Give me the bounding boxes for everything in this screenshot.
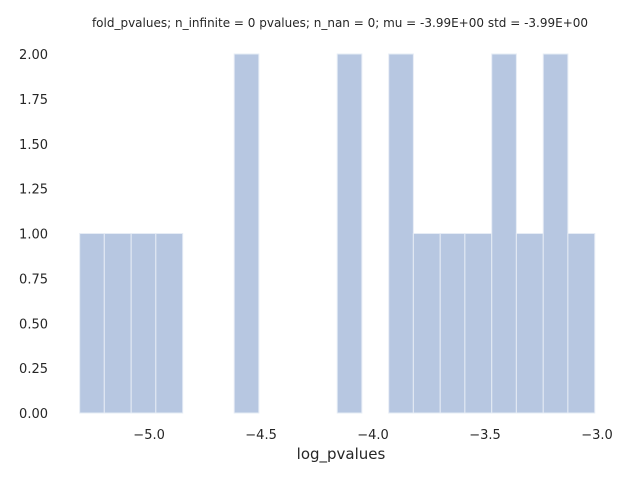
histogram-bar xyxy=(491,53,517,414)
histogram-bar xyxy=(103,233,132,414)
bars-layer xyxy=(79,53,596,414)
y-tick-label: 1.50 xyxy=(19,138,48,153)
histogram-bar xyxy=(567,233,596,414)
histogram-bar xyxy=(412,233,441,414)
histogram-bar xyxy=(515,233,544,414)
x-axis-ticks: −5.0 −4.5 −4.0 −3.5 −3.0 xyxy=(133,428,612,443)
y-tick-label: 1.00 xyxy=(19,228,48,243)
chart-title: fold_pvalues; n_infinite = 0 pvalues; n_… xyxy=(92,16,588,30)
y-tick-label: 2.00 xyxy=(19,48,48,63)
x-tick-label: −3.0 xyxy=(581,428,613,443)
histogram-bar xyxy=(336,53,363,414)
y-tick-label: 0.25 xyxy=(19,362,48,377)
y-tick-label: 0.50 xyxy=(19,317,48,332)
x-tick-label: −4.0 xyxy=(357,428,389,443)
histogram-bar xyxy=(464,233,493,414)
y-tick-label: 0.00 xyxy=(19,407,48,422)
histogram-bar xyxy=(155,233,184,414)
x-axis-label: log_pvalues xyxy=(297,445,386,464)
x-tick-label: −3.5 xyxy=(469,428,501,443)
histogram-bar xyxy=(542,53,569,414)
x-tick-label: −5.0 xyxy=(133,428,165,443)
histogram-bar xyxy=(130,233,157,414)
y-axis-ticks: 0.00 0.25 0.50 0.75 1.00 1.25 1.50 1.75 2.00 xyxy=(19,48,48,422)
y-tick-label: 1.25 xyxy=(19,183,48,198)
y-tick-label: 1.75 xyxy=(19,93,48,108)
histogram-bar xyxy=(388,53,414,414)
histogram-bar xyxy=(233,53,260,414)
x-tick-label: −4.5 xyxy=(245,428,277,443)
histogram-bar xyxy=(79,233,105,414)
y-tick-label: 0.75 xyxy=(19,272,48,287)
histogram-bar xyxy=(439,233,466,414)
